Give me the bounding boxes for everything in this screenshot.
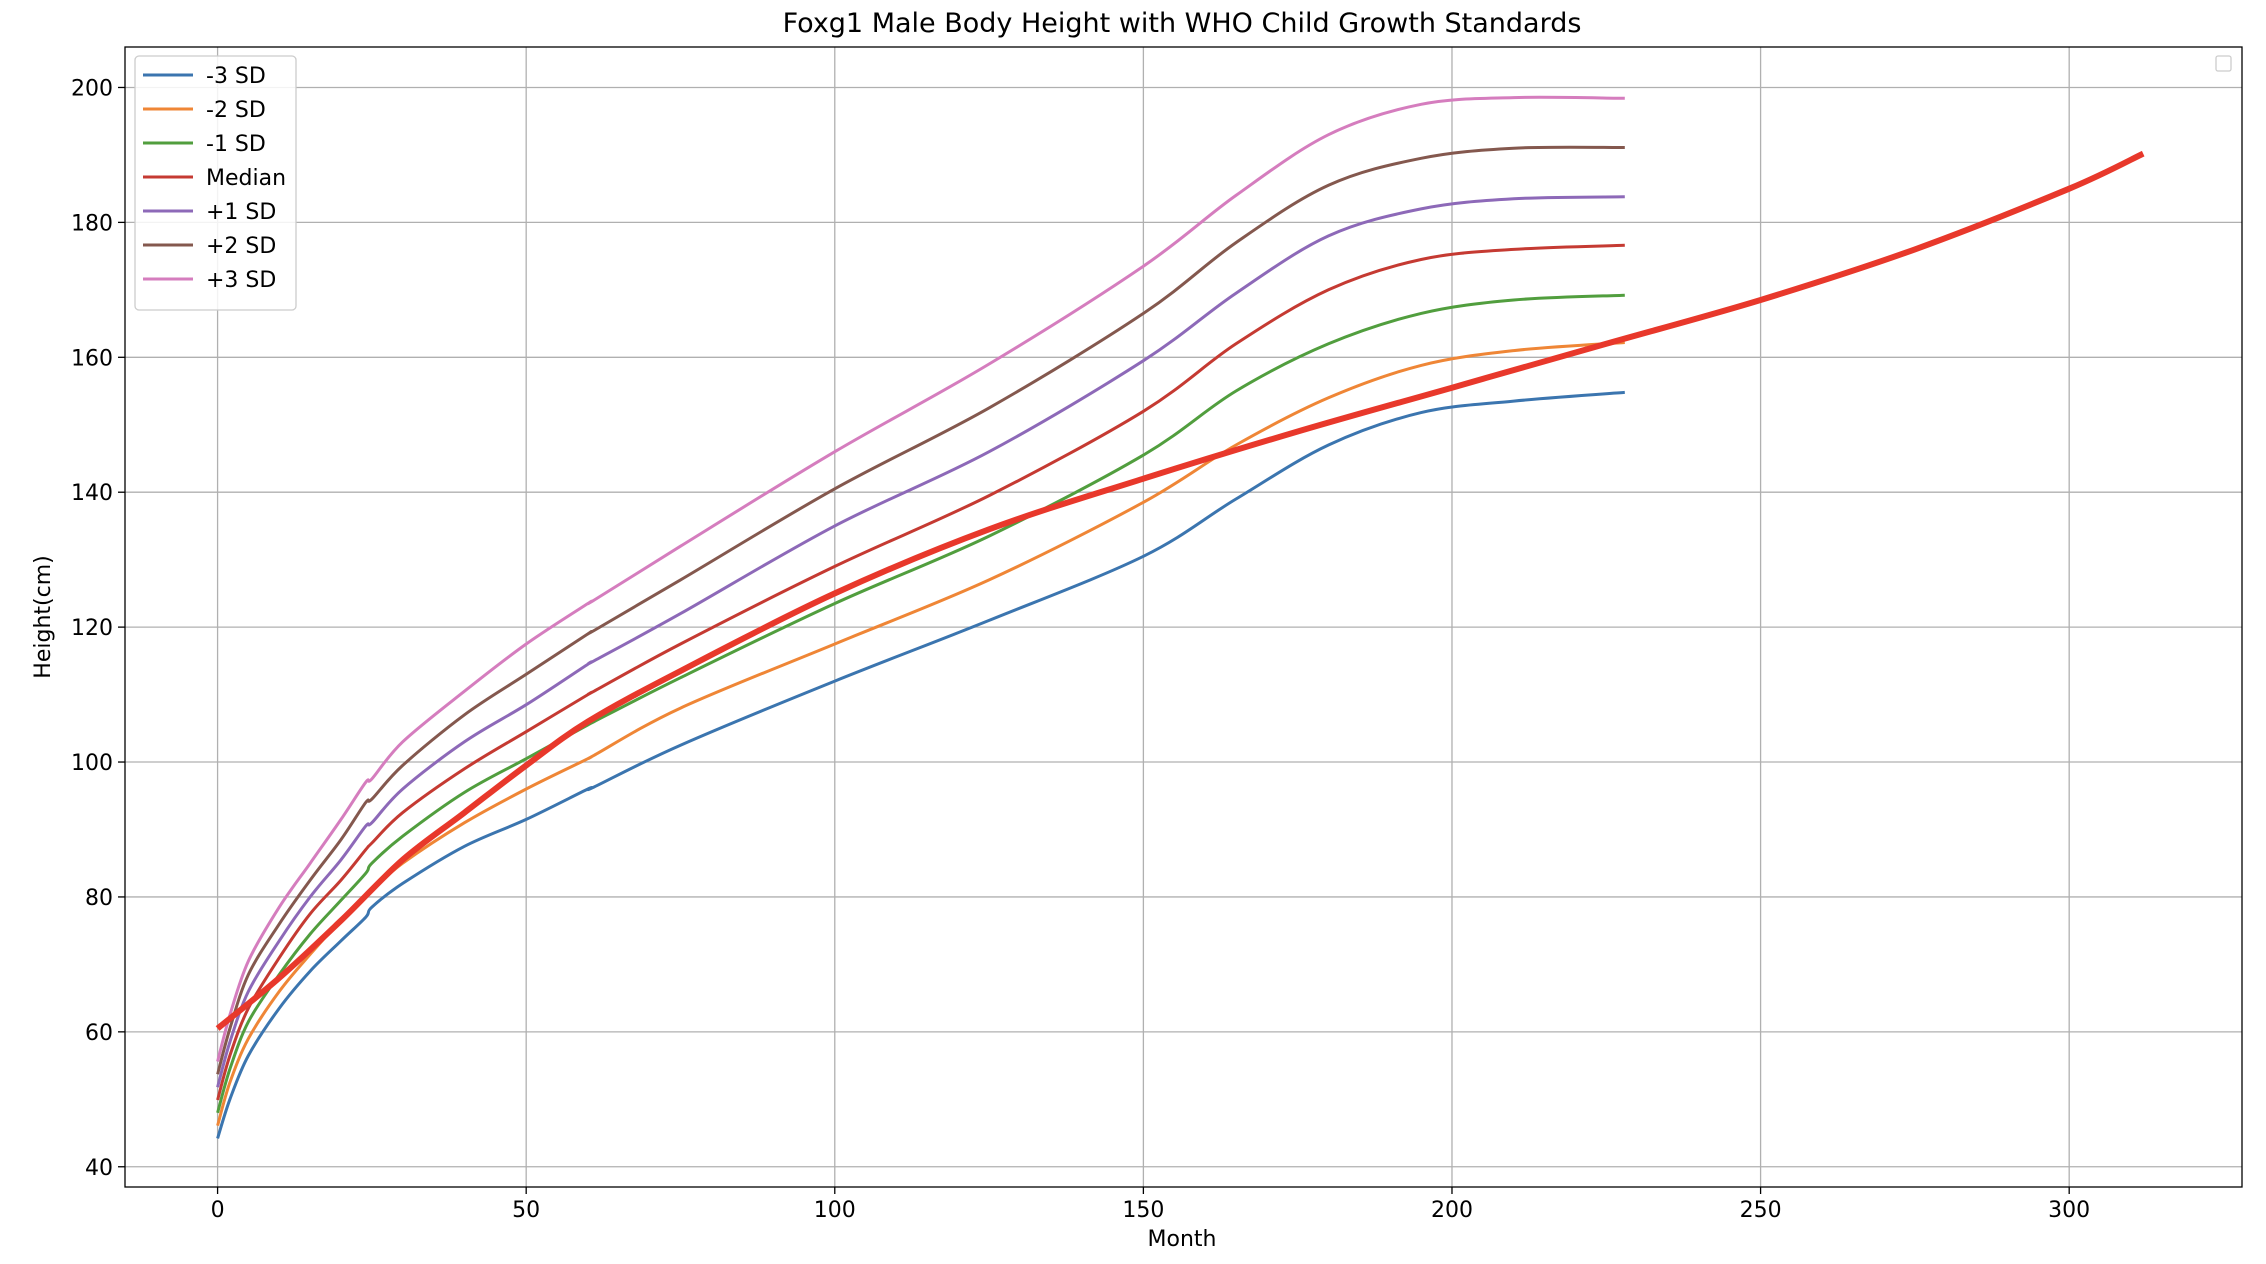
y-tick-label: 180 <box>71 211 113 236</box>
x-tick-label: 100 <box>814 1198 856 1223</box>
series-line-6 <box>216 145 1625 1075</box>
series-layer <box>215 95 2145 1139</box>
series-line-3 <box>216 293 1625 1114</box>
series-line-5 <box>216 195 1625 1088</box>
ticks: 0 50 100 150 200 250 300 40 60 80 100 120 140 160 180 2… <box>71 76 2090 1223</box>
chart-title: Foxg1 Male Body Height with WHO Child Gr… <box>783 8 1582 39</box>
y-tick-label: 100 <box>71 751 113 776</box>
series-line-2 <box>216 341 1625 1127</box>
y-tick-label: 40 <box>85 1156 113 1181</box>
legend-label: +3 SD <box>206 268 276 293</box>
empty-legend-box <box>2215 55 2232 72</box>
y-tick-label: 80 <box>85 886 113 911</box>
x-tick-label: 0 <box>211 1198 225 1223</box>
y-tick-label: 140 <box>71 481 113 506</box>
series-line-1 <box>216 390 1625 1139</box>
y-tick-label: 200 <box>71 76 113 101</box>
x-tick-label: 300 <box>2048 1198 2090 1223</box>
y-tick-label: 120 <box>71 616 113 641</box>
legend: -3 SD -2 SD -1 SD Median +1 SD +2 SD +3 SD <box>134 55 297 311</box>
y-tick-label: 160 <box>71 346 113 371</box>
legend-label: -3 SD <box>206 64 266 89</box>
y-tick-label: 60 <box>85 1021 113 1046</box>
x-tick-label: 200 <box>1431 1198 1473 1223</box>
subject-line <box>215 150 2145 1031</box>
x-tick-label: 250 <box>1740 1198 1782 1223</box>
series-line-7 <box>216 95 1625 1062</box>
legend-label: +1 SD <box>206 200 276 225</box>
x-tick-label: 50 <box>512 1198 540 1223</box>
legend-label: Median <box>206 166 286 191</box>
series-line-4 <box>216 243 1625 1101</box>
x-axis-label: Month <box>1148 1227 1217 1252</box>
x-tick-label: 150 <box>1122 1198 1164 1223</box>
y-axis-label: Height(cm) <box>31 555 56 678</box>
plot-frame <box>124 46 2243 1188</box>
legend-label: -1 SD <box>206 132 266 157</box>
legend-label: +2 SD <box>206 234 276 259</box>
legend-label: -2 SD <box>206 98 266 123</box>
